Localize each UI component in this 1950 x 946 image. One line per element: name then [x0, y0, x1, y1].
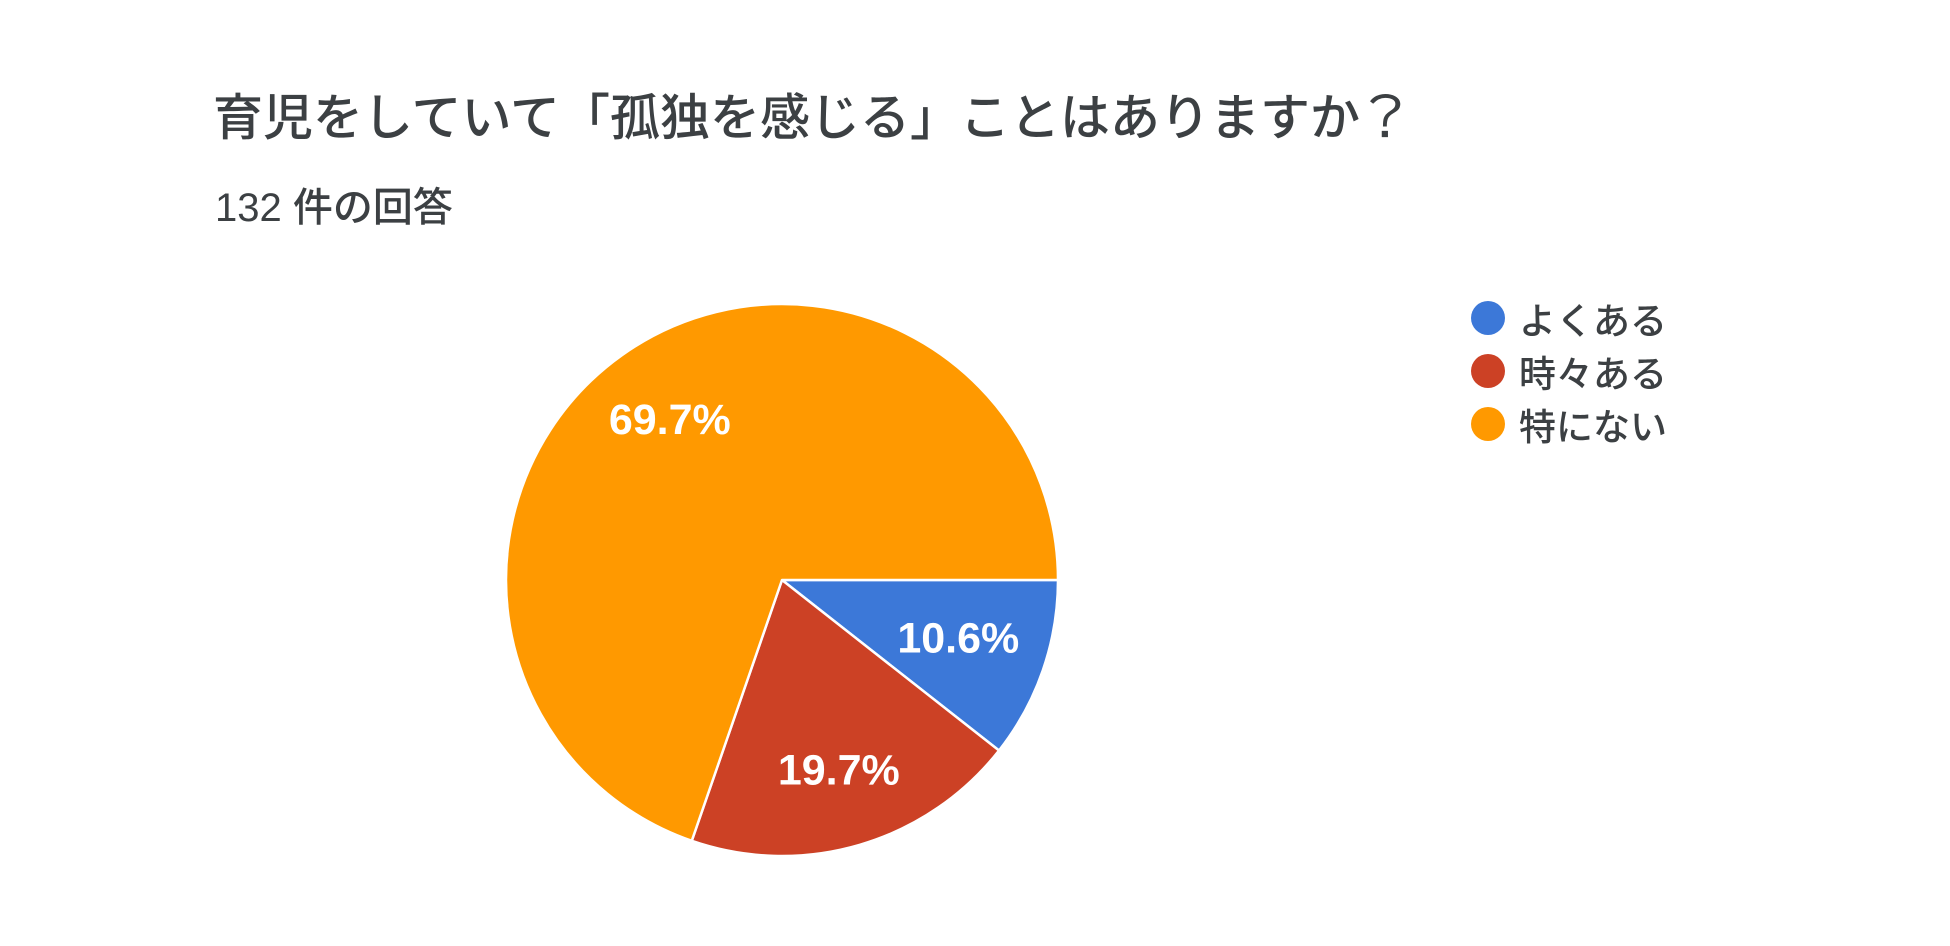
svg-text:19.7%: 19.7%	[778, 747, 900, 795]
svg-text:10.6%: 10.6%	[897, 614, 1019, 662]
svg-text:69.7%: 69.7%	[609, 396, 731, 444]
